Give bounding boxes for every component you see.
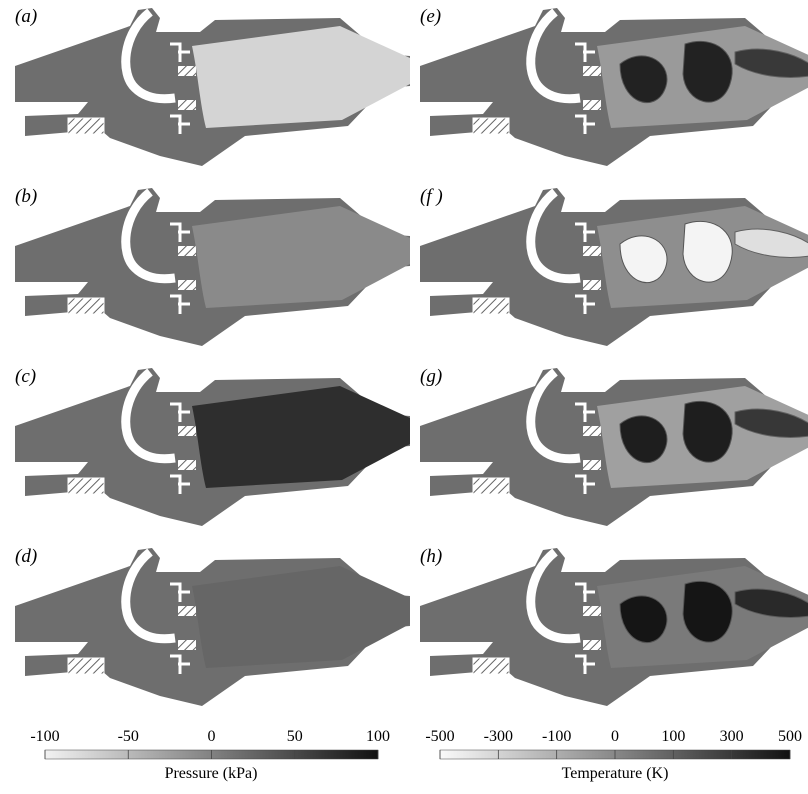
contour-panel: (d) — [15, 546, 410, 706]
hot-region — [682, 580, 733, 643]
panel-label: (g) — [420, 366, 442, 387]
hot-region — [734, 408, 808, 438]
colorbar-title: Temperature (K) — [562, 765, 669, 782]
contour-panel: (h) — [420, 546, 808, 706]
hot-region — [619, 415, 668, 464]
panel-label: (d) — [15, 546, 37, 567]
panels: (a) (b) (c) (d) (e) (f ) (g) (h) — [15, 6, 808, 706]
tick-label: 100 — [661, 728, 685, 745]
contour-panel: (e) — [420, 6, 808, 166]
tick-label: -50 — [118, 728, 139, 745]
colorbars: Pressure (kPa) Temperature (K) -100 -50 0 5… — [30, 728, 802, 782]
panel-label: (h) — [420, 546, 442, 567]
tick-label: -300 — [484, 728, 513, 745]
tick-label: 100 — [366, 728, 390, 745]
tick-label: -100 — [30, 728, 59, 745]
panel-label: (e) — [420, 6, 441, 27]
contour-panel: (b) — [15, 186, 410, 346]
panel-label: (f ) — [420, 186, 443, 207]
hot-region — [682, 220, 733, 283]
flame-tube — [192, 26, 410, 128]
hot-region — [619, 235, 668, 284]
tick-label: 300 — [720, 728, 744, 745]
hot-region — [619, 55, 668, 104]
flame-tube — [192, 206, 410, 308]
flame-tube — [192, 386, 410, 488]
panel-label: (b) — [15, 186, 37, 207]
contour-panel: (f ) — [420, 186, 808, 346]
tick-label: -500 — [425, 728, 454, 745]
hot-region — [734, 588, 808, 618]
contour-panel: (g) — [420, 366, 808, 526]
panel-label: (c) — [15, 366, 36, 387]
hot-region — [682, 400, 733, 463]
tick-label: 500 — [778, 728, 802, 745]
hot-region — [619, 595, 668, 644]
panel-label: (a) — [15, 6, 37, 27]
colorbar-title: Pressure (kPa) — [165, 765, 258, 782]
contour-panel: (c) — [15, 366, 410, 526]
tick-label: 0 — [208, 728, 216, 745]
hot-region — [682, 40, 733, 103]
hot-region — [734, 228, 808, 258]
tick-label: -100 — [542, 728, 571, 745]
hot-region — [734, 48, 808, 78]
flame-tube — [192, 566, 410, 668]
tick-label: 0 — [611, 728, 619, 745]
contour-panel: (a) — [15, 6, 410, 166]
tick-label: 50 — [287, 728, 303, 745]
